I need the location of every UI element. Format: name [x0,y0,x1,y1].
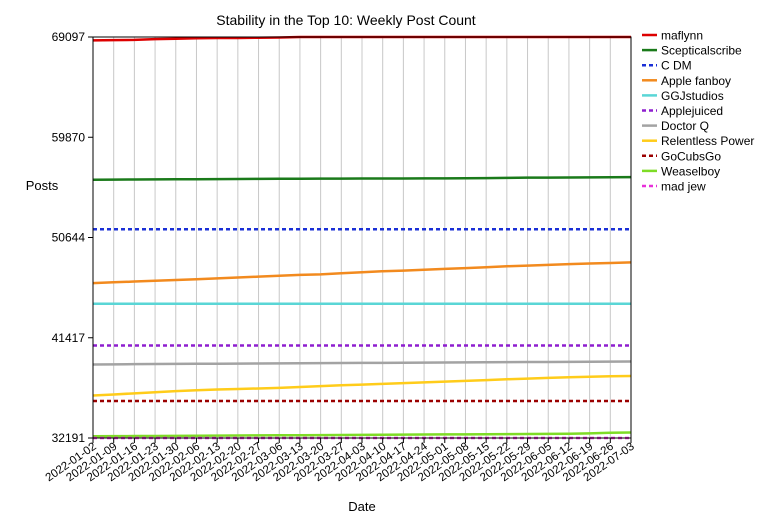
legend-label: GoCubsGo [661,149,721,163]
y-axis: 32191 41417 50644 59870 69097 [52,30,93,445]
chart-title: Stability in the Top 10: Weekly Post Cou… [216,12,476,28]
x-axis-label: Date [348,499,375,514]
legend-label: Relentless Power [661,134,754,148]
series-line-doctor-q [93,362,631,365]
y-tick-label: 41417 [52,331,86,345]
legend-label: mad jew [661,180,706,194]
legend-label: GGJstudios [661,89,724,103]
y-tick-label: 32191 [52,431,86,445]
legend-label: Weaselboy [661,164,720,178]
legend-label: Apple fanboy [661,74,731,88]
x-axis: 2022-01-022022-01-092022-01-162022-01-23… [44,438,637,484]
legend-label: Doctor Q [661,119,709,133]
series-line-scepticalscribe [93,177,631,180]
y-axis-label: Posts [26,178,59,193]
legend-label: maflynn [661,29,703,43]
legend-label: Applejuiced [661,104,723,118]
legend-label: Scepticalscribe [661,44,742,58]
y-tick-label: 50644 [52,231,86,245]
y-tick-label: 59870 [52,130,86,144]
y-tick-label: 69097 [52,30,86,44]
legend-label: C DM [661,59,692,73]
